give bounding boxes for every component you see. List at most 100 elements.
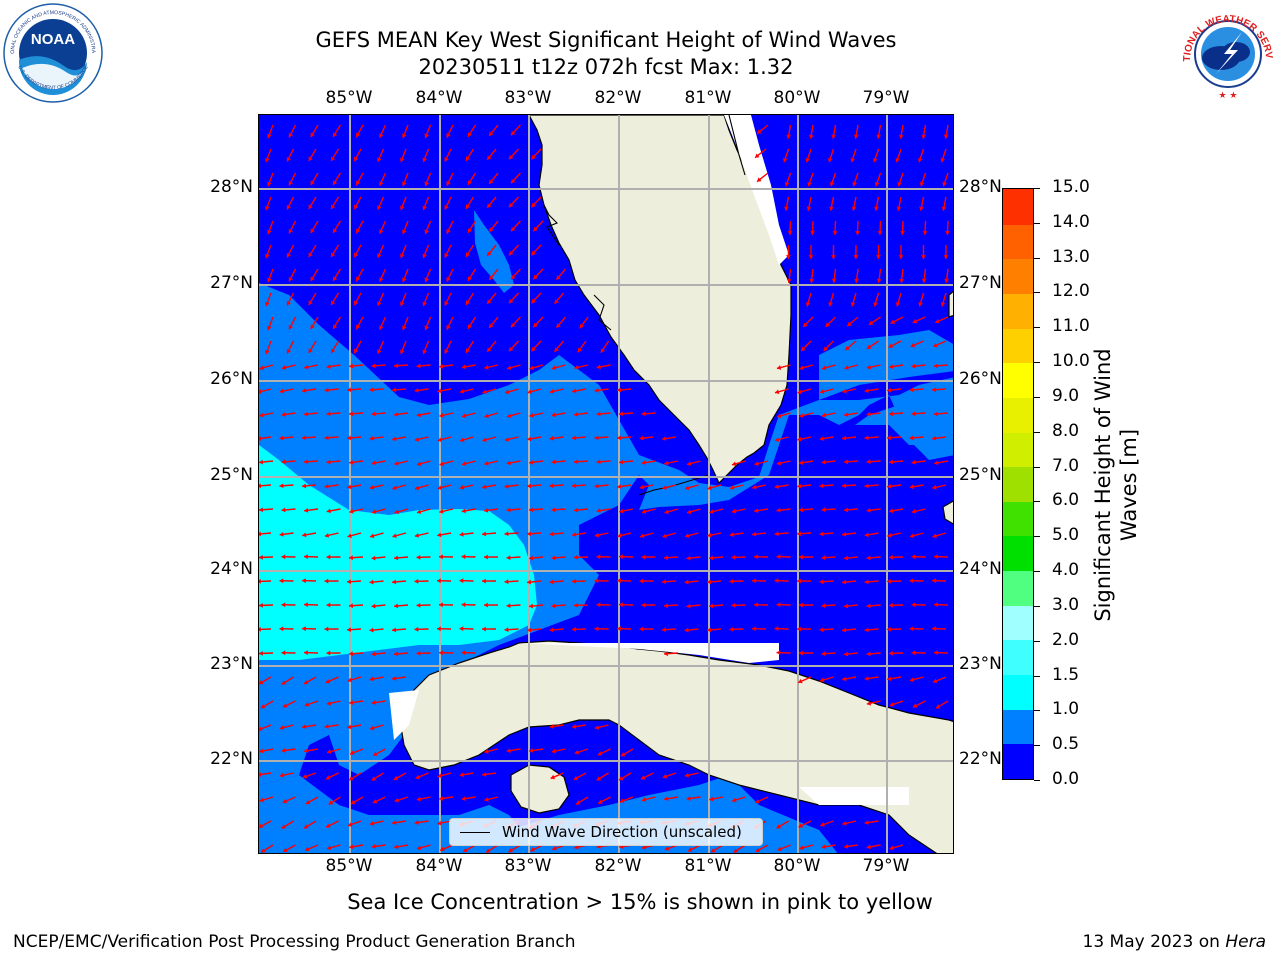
wave-direction-arrow (481, 578, 497, 584)
wave-direction-arrow (267, 172, 274, 187)
wave-direction-arrow (301, 578, 317, 584)
wave-direction-arrow (416, 363, 431, 369)
wave-direction-arrow (281, 820, 294, 829)
wave-direction-arrow (439, 412, 454, 418)
wave-direction-arrow (864, 483, 879, 489)
wave-direction-arrow (686, 555, 701, 561)
wave-direction-arrow (422, 244, 430, 259)
colorbar-tick (1034, 431, 1040, 433)
wave-direction-arrow (391, 579, 407, 585)
wave-direction-arrow (350, 796, 364, 805)
wave-direction-arrow (708, 555, 724, 561)
wave-direction-arrow (921, 124, 927, 139)
colorbar-tick (1034, 466, 1040, 468)
wave-direction-arrow (402, 316, 409, 331)
wave-direction-arrow (308, 340, 317, 354)
wave-direction-arrow (330, 340, 340, 354)
wave-direction-arrow (259, 507, 274, 513)
wave-direction-arrow (527, 579, 542, 585)
wave-direction-arrow (549, 627, 564, 633)
wave-direction-arrow (786, 124, 792, 139)
wave-direction-arrow (437, 532, 452, 538)
lon-label-bottom: 79°W (862, 856, 910, 876)
wave-direction-arrow (510, 124, 522, 136)
map-subtitle: 20230511 t12z 072h fcst Max: 1.32 (418, 55, 794, 79)
lon-label-top: 80°W (773, 88, 821, 108)
wave-direction-arrow (465, 196, 475, 210)
wave-direction-arrow (304, 748, 319, 754)
wave-direction-arrow (348, 651, 364, 657)
wave-direction-arrow (553, 340, 565, 353)
wave-direction-arrow (799, 364, 814, 371)
wave-direction-arrow (686, 603, 701, 609)
wave-band-0.5-1.0 (259, 283, 953, 785)
wave-direction-arrow (377, 148, 385, 163)
wave-direction-arrow (279, 626, 294, 632)
wave-direction-arrow (353, 244, 362, 258)
wave-direction-arrow (393, 555, 409, 561)
wave-direction-arrow (784, 196, 790, 211)
wave-direction-arrow (810, 220, 815, 236)
wave-direction-arrow (661, 627, 677, 633)
lon-label-bottom: 83°W (504, 856, 552, 876)
wave-direction-arrow (852, 172, 859, 187)
wave-direction-arrow (594, 532, 609, 538)
wave-direction-arrow (798, 820, 812, 828)
wave-direction-arrow (805, 148, 812, 163)
wave-direction-arrow (866, 700, 881, 706)
wave-direction-arrow (526, 531, 542, 537)
wave-direction-arrow (324, 724, 339, 729)
wave-direction-arrow (897, 172, 904, 187)
wave-direction-arrow (326, 700, 341, 706)
wave-direction-arrow (796, 578, 812, 584)
wave-direction-arrow (886, 626, 902, 632)
noaa-logo-name: NOAA (31, 31, 75, 48)
wave-direction-arrow (774, 484, 789, 489)
map-canvas (259, 115, 953, 853)
wave-direction-arrow (402, 124, 409, 139)
lat-label-right: 25°N (959, 465, 1002, 485)
wave-direction-arrow (259, 724, 272, 731)
wave-direction-arrow (446, 220, 454, 234)
wave-direction-arrow (400, 244, 407, 259)
wave-direction-arrow (355, 124, 364, 138)
wave-direction-arrow (855, 220, 860, 236)
wave-direction-arrow (909, 626, 924, 632)
wave-direction-arrow (402, 172, 409, 187)
wave-direction-arrow (482, 436, 497, 443)
wave-direction-arrow (372, 796, 386, 804)
wave-direction-arrow (530, 244, 542, 256)
wave-direction-arrow (756, 124, 769, 135)
wave-direction-arrow (751, 578, 767, 584)
wave-direction-arrow (349, 363, 364, 369)
wave-direction-arrow (639, 626, 654, 632)
wave-direction-arrow (572, 388, 587, 394)
wave-direction-arrow (573, 459, 589, 465)
colorbar-tick-label: 1.5 (1052, 664, 1080, 685)
wave-direction-arrow (684, 772, 699, 778)
wave-direction-arrow (934, 460, 949, 466)
wave-direction-arrow (866, 555, 881, 561)
wave-direction-arrow (484, 507, 499, 513)
wave-direction-arrow (831, 244, 836, 260)
wave-direction-arrow (912, 316, 926, 324)
wave-direction-arrow (483, 602, 499, 608)
wave-direction-arrow (377, 244, 385, 259)
wave-direction-arrow (940, 292, 947, 307)
wave-direction-arrow (866, 507, 881, 513)
wave-direction-arrow (873, 292, 880, 307)
wave-direction-arrow (510, 316, 522, 328)
wave-direction-arrow (415, 772, 429, 780)
wave-direction-arrow (259, 364, 274, 371)
wave-direction-arrow (866, 340, 879, 350)
wave-direction-arrow (594, 483, 609, 489)
wave-direction-arrow (594, 626, 609, 632)
wave-direction-arrow (846, 316, 859, 327)
wave-direction-arrow (776, 412, 791, 419)
wave-direction-arrow (393, 651, 409, 657)
wave-direction-arrow (461, 460, 476, 467)
wave-direction-arrow (259, 626, 272, 632)
wave-direction-arrow (325, 772, 339, 780)
wave-direction-arrow (369, 724, 384, 731)
wave-direction-arrow (819, 436, 834, 441)
